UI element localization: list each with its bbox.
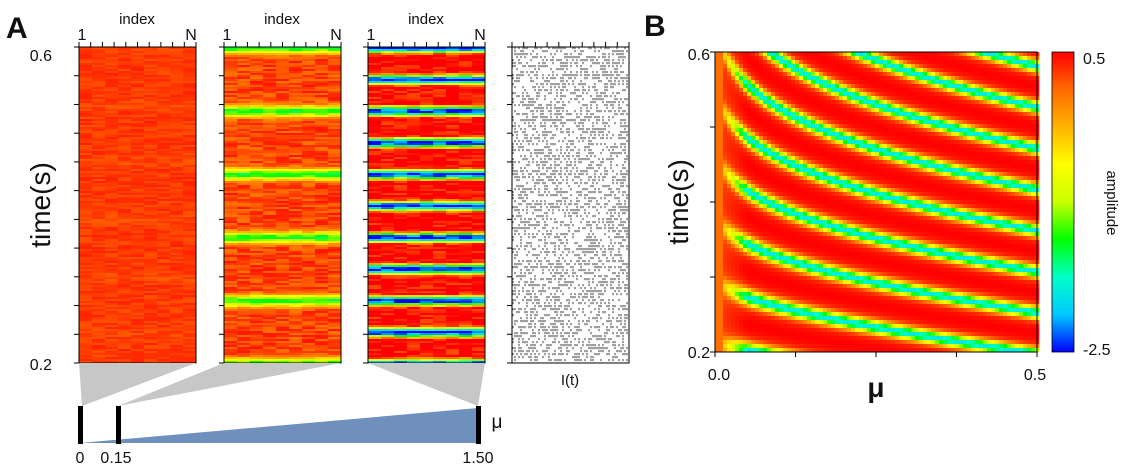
connector-mu-0.15 bbox=[118, 363, 341, 406]
mu-axis: μ 0 0.15 1.50 bbox=[76, 406, 503, 467]
heatmap-mu-0: index 1 N bbox=[78, 11, 197, 364]
panel-b: 0.6 0.2 time(s) 0.0 0.5 μ bbox=[663, 47, 1046, 403]
input-raster-xlabel: I(t) bbox=[561, 372, 579, 389]
mu-marker-0 bbox=[78, 406, 83, 444]
panel-b-ylabel: time(s) bbox=[663, 159, 694, 245]
heatmap-mu-0-cells bbox=[79, 47, 197, 364]
heatmap-mu-1.50-cells bbox=[368, 47, 486, 364]
colorbar: 0.5 -2.5 amplitude bbox=[1051, 51, 1120, 359]
colorbar-gradient bbox=[1051, 51, 1075, 353]
colorbar-label: amplitude bbox=[1103, 170, 1120, 235]
heatmap-mu-1.50-xtick-first: 1 bbox=[367, 27, 376, 44]
panel-b-heatmap-cells bbox=[715, 52, 1040, 353]
heatmap-mu-0.15-xlabel: index bbox=[264, 11, 300, 28]
panel-b-ytick-bottom: 0.2 bbox=[688, 345, 710, 362]
heatmap-mu-0-xtick-first: 1 bbox=[78, 27, 87, 44]
mu-marker-0.15 bbox=[116, 406, 121, 444]
colorbar-min: -2.5 bbox=[1083, 342, 1111, 359]
panel-b-xlabel: μ bbox=[867, 372, 884, 403]
mu-tick-1.50: 1.50 bbox=[462, 450, 493, 467]
heatmap-mu-0.15-xtick-first: 1 bbox=[223, 27, 232, 44]
panel-b-ytick-top: 0.6 bbox=[688, 47, 710, 64]
panel-b-xtick-right: 0.5 bbox=[1024, 367, 1046, 384]
input-raster-spikes bbox=[512, 47, 628, 362]
heatmap-mu-1.50-xtick-last: N bbox=[474, 27, 486, 44]
panel-a-ytick-top: 0.6 bbox=[30, 48, 52, 65]
mu-tick-0.15: 0.15 bbox=[100, 450, 131, 467]
panel-b-ticks bbox=[710, 51, 1038, 357]
panel-b-xtick-left: 0.0 bbox=[708, 367, 730, 384]
heatmap-mu-1.50-xlabel: index bbox=[408, 11, 444, 28]
connector-mu-0 bbox=[79, 363, 196, 406]
panel-label-b: B bbox=[644, 10, 666, 43]
heatmap-mu-0-xtick-last: N bbox=[185, 27, 197, 44]
colorbar-max: 0.5 bbox=[1083, 51, 1105, 68]
mu-connectors bbox=[79, 363, 485, 406]
panel-label-a: A bbox=[6, 12, 28, 45]
input-raster: I(t) bbox=[511, 46, 630, 389]
connector-mu-1.50 bbox=[368, 363, 485, 406]
mu-wedge bbox=[80, 408, 478, 443]
panel-a-ylabel: time(s) bbox=[25, 162, 56, 248]
heatmap-mu-0-xlabel: index bbox=[119, 11, 155, 28]
mu-marker-1.50 bbox=[476, 406, 481, 444]
mu-axis-label: μ bbox=[492, 412, 503, 433]
panel-a-ytick-bottom: 0.2 bbox=[30, 357, 52, 374]
heatmap-mu-0.15-cells bbox=[224, 47, 342, 364]
heatmap-mu-0.15: index 1 N bbox=[223, 11, 342, 364]
heatmap-mu-0.15-xtick-last: N bbox=[330, 27, 342, 44]
mu-tick-0: 0 bbox=[76, 450, 85, 467]
heatmap-mu-1.50: index 1 N bbox=[367, 11, 486, 364]
panel-a-ticks bbox=[74, 42, 630, 364]
